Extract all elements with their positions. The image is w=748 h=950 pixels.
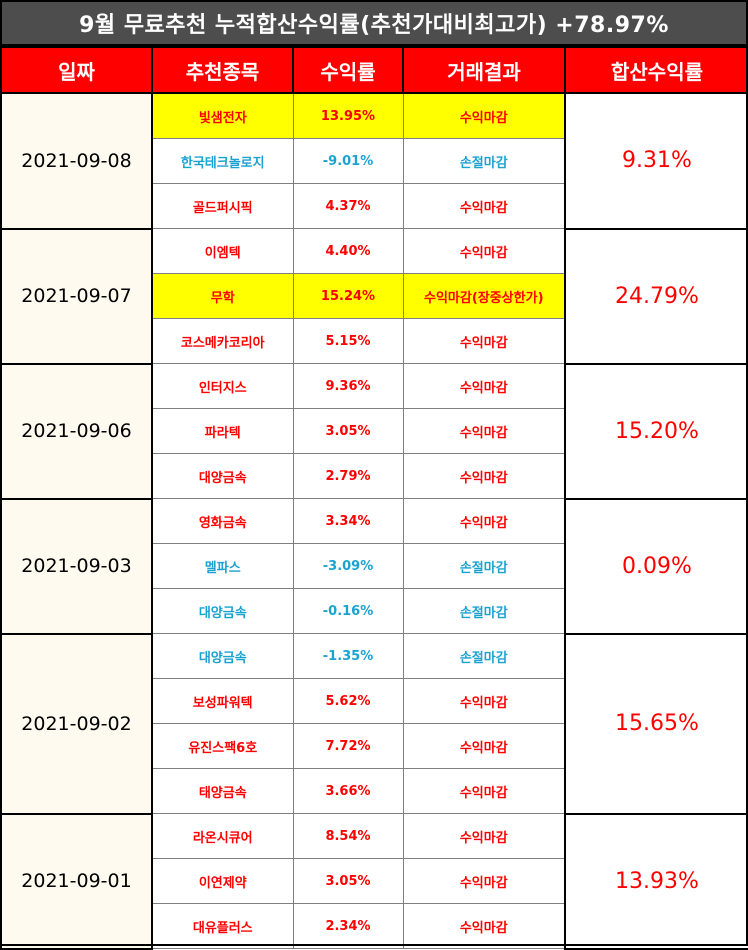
return-cell: 3.66%	[292, 768, 404, 814]
table-row: 태양금속 3.66% 수익마감	[1, 768, 748, 814]
result-cell: 수익마감	[402, 453, 566, 499]
stock-name-cell: 코스메카코리아	[151, 318, 294, 364]
date-cell: 2021-09-03	[0, 497, 153, 635]
table-row: 2021-09-02 대양금속 -1.35% 손절마감 15.65%	[0, 632, 748, 815]
page-title: 9월 무료추천 누적합산수익률(추천가대비최고가) +78.97%	[0, 0, 748, 46]
return-cell: -3.09%	[292, 543, 404, 589]
total-return-cell: 13.93%	[564, 812, 748, 950]
return-cell: -0.16%	[292, 588, 404, 634]
total-return-cell: 15.65%	[564, 632, 748, 815]
result-cell: 수익마감	[402, 903, 566, 949]
result-cell: 수익마감	[402, 813, 566, 859]
result-cell: 수익마감	[402, 858, 566, 904]
return-cell: 4.37%	[292, 183, 404, 229]
stock-name-cell: 라온시큐어	[151, 813, 294, 859]
result-cell: 수익마감	[402, 408, 566, 454]
header-total-return: 합산수익률	[564, 46, 748, 94]
return-cell: 13.95%	[292, 92, 404, 139]
return-cell: -1.35%	[292, 633, 404, 679]
header-stock: 추천종목	[151, 46, 294, 94]
table-row: 2021-09-03 영화금속 3.34% 수익마감 0.09%	[0, 497, 748, 635]
result-cell: 수익마감	[402, 363, 566, 409]
stock-name-cell: 골드퍼시픽	[151, 183, 294, 229]
return-cell: 3.05%	[292, 408, 404, 454]
table-row: 무학 15.24% 수익마감(장중상한가)	[1, 273, 748, 319]
date-cell: 2021-09-06	[0, 362, 153, 500]
return-cell: 4.40%	[292, 228, 404, 274]
table-row: 2021-09-07 이엠텍 4.40% 수익마감 24.79%	[0, 227, 748, 365]
recommendation-table: 일짜 추천종목 수익률 거래결과 합산수익률 2021-09-08 빛샘전자 13.…	[0, 46, 748, 950]
table-row: 유진스팩6호 7.72% 수익마감	[1, 723, 748, 769]
stock-name-cell: 빛샘전자	[151, 92, 294, 139]
stock-name-cell: 한국테크놀로지	[151, 138, 294, 184]
stock-name-cell: 이엠텍	[151, 228, 294, 274]
table-row: 파라텍 3.05% 수익마감	[1, 408, 748, 454]
stock-name-cell: 멜파스	[151, 543, 294, 589]
date-cell: 2021-09-07	[0, 227, 153, 365]
result-cell: 수익마감	[402, 92, 566, 139]
total-return-cell: 15.20%	[564, 362, 748, 500]
stock-name-cell: 대유플러스	[151, 903, 294, 949]
result-cell: 수익마감	[402, 768, 566, 814]
return-cell: 3.05%	[292, 858, 404, 904]
table-body: 2021-09-08 빛샘전자 13.95% 수익마감 9.31% 한국테크놀로지 -9.0…	[0, 92, 748, 950]
table-row: 2021-09-06 인터지스 9.36% 수익마감 15.20%	[0, 362, 748, 500]
stock-name-cell: 무학	[151, 273, 294, 319]
result-cell: 수익마감	[402, 183, 566, 229]
table-row: 골드퍼시픽 4.37% 수익마감	[1, 183, 748, 229]
return-cell: 9.36%	[292, 363, 404, 409]
stock-name-cell: 인터지스	[151, 363, 294, 409]
date-cell: 2021-09-01	[0, 812, 153, 950]
return-cell: 2.79%	[292, 453, 404, 499]
stock-name-cell: 파라텍	[151, 408, 294, 454]
return-cell: 5.15%	[292, 318, 404, 364]
result-cell: 수익마감	[402, 678, 566, 724]
table-row: 코스메카코리아 5.15% 수익마감	[1, 318, 748, 364]
table-row: 멜파스 -3.09% 손절마감	[1, 543, 748, 589]
result-cell: 수익마감(장중상한가)	[402, 273, 566, 319]
date-cell: 2021-09-08	[0, 92, 153, 230]
stock-name-cell: 대양금속	[151, 633, 294, 679]
table-row: 대양금속 -0.16% 손절마감	[1, 588, 748, 634]
result-cell: 수익마감	[402, 318, 566, 364]
header-date: 일짜	[0, 46, 153, 94]
result-cell: 손절마감	[402, 138, 566, 184]
date-cell: 2021-09-02	[0, 632, 153, 815]
return-cell: 15.24%	[292, 273, 404, 319]
return-cell: 2.34%	[292, 903, 404, 949]
header-row: 일짜 추천종목 수익률 거래결과 합산수익률	[0, 46, 748, 94]
table-row: 2021-09-01 라온시큐어 8.54% 수익마감 13.93%	[0, 812, 748, 950]
total-return-cell: 24.79%	[564, 227, 748, 365]
header-return: 수익률	[292, 46, 404, 94]
total-return-cell: 0.09%	[564, 497, 748, 635]
return-cell: 5.62%	[292, 678, 404, 724]
table-row: 대유플러스 2.34% 수익마감	[1, 903, 748, 949]
table-row: 이연제약 3.05% 수익마감	[1, 858, 748, 904]
result-cell: 수익마감	[402, 723, 566, 769]
header-result: 거래결과	[402, 46, 566, 94]
table-row: 보성파워텍 5.62% 수익마감	[1, 678, 748, 724]
table-row: 한국테크놀로지 -9.01% 손절마감	[1, 138, 748, 184]
table-row: 2021-09-08 빛샘전자 13.95% 수익마감 9.31%	[0, 92, 748, 230]
stock-name-cell: 유진스팩6호	[151, 723, 294, 769]
result-cell: 손절마감	[402, 543, 566, 589]
total-return-cell: 9.31%	[564, 92, 748, 230]
stock-name-cell: 영화금속	[151, 498, 294, 544]
